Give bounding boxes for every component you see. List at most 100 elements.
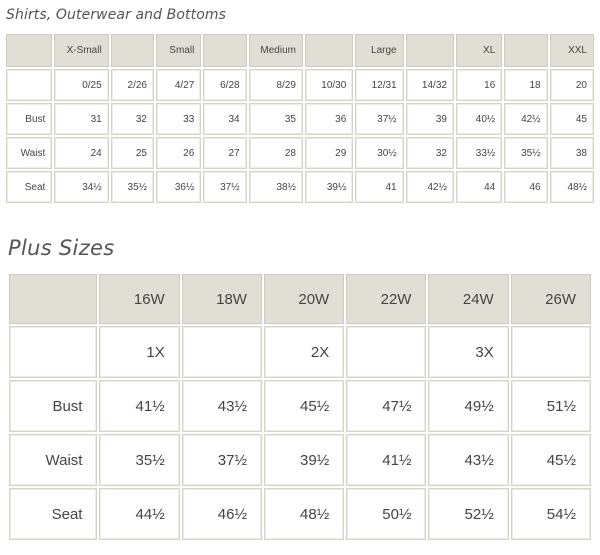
plus-size-chart-cell bbox=[346, 326, 427, 378]
plus-size-chart-cell bbox=[510, 326, 591, 378]
size-chart-cell: 32 bbox=[405, 137, 454, 169]
size-chart-cell: 6/28 bbox=[203, 69, 247, 101]
plus-size-chart-header-cell: 18W bbox=[181, 274, 262, 324]
plus-size-chart-cell: 52½ bbox=[428, 488, 509, 540]
plus-size-chart-cell: 43½ bbox=[428, 434, 509, 486]
plus-size-chart-header-cell: 24W bbox=[428, 274, 509, 324]
size-chart-row: Bust 31 32 33 34 35 36 37½ 39 40½ 42½ 45 bbox=[6, 103, 594, 135]
size-chart-cell: 30½ bbox=[355, 137, 404, 169]
size-chart-header-cell bbox=[6, 34, 53, 67]
plus-size-chart-row-label: Bust bbox=[9, 380, 98, 432]
size-chart-cell: 8/29 bbox=[248, 69, 303, 101]
plus-size-chart-row: Waist 35½ 37½ 39½ 41½ 43½ 45½ bbox=[9, 434, 591, 486]
size-chart-cell: 16 bbox=[455, 69, 503, 101]
size-chart-row: Waist 24 25 26 27 28 29 30½ 32 33½ 35½ 38 bbox=[6, 137, 594, 169]
size-chart-table: X-Small Small Medium Large XL XXL 0/25 2/26 4/27… bbox=[4, 32, 596, 205]
size-chart-cell: 38 bbox=[549, 137, 594, 169]
plus-size-chart-cell: 45½ bbox=[263, 380, 345, 432]
plus-size-chart-cell: 41½ bbox=[99, 380, 180, 432]
size-chart-cell: 27 bbox=[203, 137, 247, 169]
size-chart-row-label: Bust bbox=[6, 103, 53, 135]
size-chart-cell: 35 bbox=[248, 103, 303, 135]
plus-size-chart-cell: 47½ bbox=[346, 380, 427, 432]
size-chart-cell: 35½ bbox=[504, 137, 548, 169]
size-chart-row-label bbox=[6, 69, 53, 101]
size-chart-row-label: Seat bbox=[6, 171, 53, 203]
size-chart-cell: 14/32 bbox=[405, 69, 454, 101]
size-chart-cell: 39 bbox=[405, 103, 454, 135]
size-chart-header-cell: XL bbox=[455, 34, 503, 67]
plus-size-chart-row: Bust 41½ 43½ 45½ 47½ 49½ 51½ bbox=[9, 380, 591, 432]
plus-size-chart-cell: 45½ bbox=[510, 434, 591, 486]
plus-size-chart-cell: 35½ bbox=[99, 434, 180, 486]
size-chart-cell: 34½ bbox=[54, 171, 109, 203]
size-chart-cell: 38½ bbox=[248, 171, 303, 203]
size-chart-cell: 29 bbox=[304, 137, 354, 169]
size-chart-cell: 4/27 bbox=[155, 69, 202, 101]
size-chart-cell: 33½ bbox=[455, 137, 503, 169]
size-chart-cell: 39½ bbox=[304, 171, 354, 203]
size-chart-row: 0/25 2/26 4/27 6/28 8/29 10/30 12/31 14/32 16 18 2… bbox=[6, 69, 594, 101]
plus-size-chart-header-cell: 26W bbox=[510, 274, 591, 324]
size-chart-header-cell: Medium bbox=[248, 34, 303, 67]
plus-size-chart-cell: 51½ bbox=[510, 380, 591, 432]
size-chart-cell: 24 bbox=[54, 137, 109, 169]
size-chart-cell: 37½ bbox=[355, 103, 404, 135]
size-chart-cell: 42½ bbox=[504, 103, 548, 135]
size-chart-cell: 32 bbox=[110, 103, 154, 135]
size-chart-cell: 18 bbox=[504, 69, 548, 101]
size-chart-header-cell: Small bbox=[155, 34, 202, 67]
size-chart-header-cell bbox=[504, 34, 548, 67]
plus-size-chart-row: Seat 44½ 46½ 48½ 50½ 52½ 54½ bbox=[9, 488, 591, 540]
plus-size-chart-cell: 1X bbox=[99, 326, 180, 378]
size-chart-cell: 41 bbox=[355, 171, 404, 203]
size-chart-cell: 26 bbox=[155, 137, 202, 169]
plus-size-chart-header-cell: 16W bbox=[99, 274, 180, 324]
size-chart-cell: 25 bbox=[110, 137, 154, 169]
shirts-outerwear-bottoms-title: Shirts, Outerwear and Bottoms bbox=[6, 7, 227, 23]
plus-size-chart-header-row: 16W 18W 20W 22W 24W 26W bbox=[9, 274, 591, 324]
plus-size-chart-cell: 41½ bbox=[346, 434, 427, 486]
size-chart-body: X-Small Small Medium Large XL XXL 0/25 2/26 4/27… bbox=[6, 34, 594, 203]
plus-size-chart-header-cell: 22W bbox=[346, 274, 427, 324]
size-chart-cell: 36 bbox=[304, 103, 354, 135]
plus-size-chart-cell: 44½ bbox=[99, 488, 180, 540]
size-chart-cell: 20 bbox=[549, 69, 594, 101]
plus-size-chart-table: 16W 18W 20W 22W 24W 26W 1X 2X 3X Bust 41½ 43½ 45½ 47½… bbox=[7, 272, 593, 542]
size-chart-row-label: Waist bbox=[6, 137, 53, 169]
size-chart-header-cell: Large bbox=[355, 34, 404, 67]
size-chart-header-cell: X-Small bbox=[54, 34, 109, 67]
plus-size-chart-cell: 43½ bbox=[181, 380, 262, 432]
plus-size-chart-cell: 39½ bbox=[263, 434, 345, 486]
size-chart-header-cell bbox=[304, 34, 354, 67]
plus-size-chart-header-cell: 20W bbox=[263, 274, 345, 324]
plus-size-chart-row: 1X 2X 3X bbox=[9, 326, 591, 378]
size-chart-header-row: X-Small Small Medium Large XL XXL bbox=[6, 34, 594, 67]
size-chart-cell: 40½ bbox=[455, 103, 503, 135]
size-chart-cell: 42½ bbox=[405, 171, 454, 203]
size-chart-cell: 45 bbox=[549, 103, 594, 135]
size-chart-cell: 44 bbox=[455, 171, 503, 203]
plus-size-chart-cell bbox=[181, 326, 262, 378]
size-chart-cell: 31 bbox=[54, 103, 109, 135]
size-chart-cell: 2/26 bbox=[110, 69, 154, 101]
plus-size-chart-header-cell bbox=[9, 274, 98, 324]
size-chart-cell: 48½ bbox=[549, 171, 594, 203]
plus-size-chart-cell: 3X bbox=[428, 326, 509, 378]
plus-size-chart-body: 16W 18W 20W 22W 24W 26W 1X 2X 3X Bust 41½ 43½ 45½ 47½… bbox=[9, 274, 591, 540]
plus-size-chart-cell: 50½ bbox=[346, 488, 427, 540]
plus-sizes-title: Plus Sizes bbox=[8, 236, 115, 260]
size-chart-row: Seat 34½ 35½ 36½ 37½ 38½ 39½ 41 42½ 44 46 48½ bbox=[6, 171, 594, 203]
size-chart-cell: 12/31 bbox=[355, 69, 404, 101]
plus-size-chart-cell: 48½ bbox=[263, 488, 345, 540]
size-chart-cell: 46 bbox=[504, 171, 548, 203]
size-chart-cell: 0/25 bbox=[54, 69, 109, 101]
plus-size-chart-cell: 49½ bbox=[428, 380, 509, 432]
size-chart-cell: 34 bbox=[203, 103, 247, 135]
size-chart-header-cell: XXL bbox=[549, 34, 594, 67]
size-chart-cell: 37½ bbox=[203, 171, 247, 203]
plus-size-chart-cell: 46½ bbox=[181, 488, 262, 540]
plus-size-chart-row-label: Seat bbox=[9, 488, 98, 540]
plus-size-chart-cell: 2X bbox=[263, 326, 345, 378]
size-chart-header-cell bbox=[405, 34, 454, 67]
